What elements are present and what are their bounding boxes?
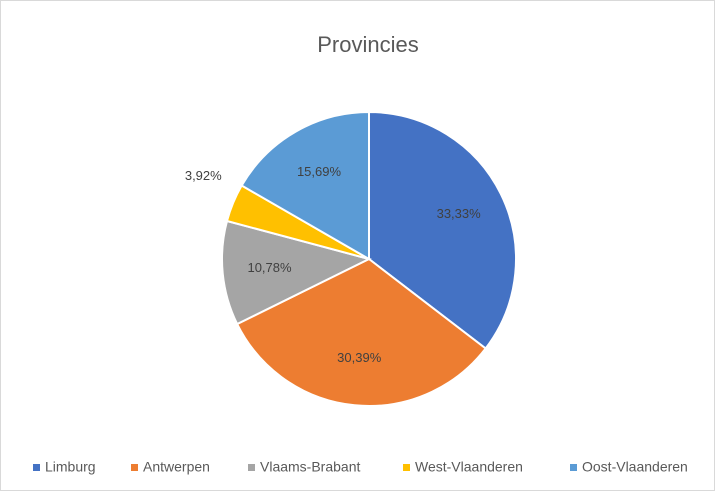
legend-swatch xyxy=(403,464,410,471)
legend-label: Antwerpen xyxy=(143,459,210,475)
legend-label: Oost-Vlaanderen xyxy=(582,459,688,475)
data-label: 33,33% xyxy=(437,206,482,221)
legend-swatch xyxy=(248,464,255,471)
pie-slice xyxy=(235,257,488,407)
legend-swatch xyxy=(570,464,577,471)
legend-label: Vlaams-Brabant xyxy=(260,459,360,475)
pie-slice xyxy=(368,110,517,350)
legend-label: Limburg xyxy=(45,459,96,475)
legend-swatch xyxy=(33,464,40,471)
data-label: 30,39% xyxy=(337,350,382,365)
pie-slice xyxy=(240,110,370,261)
data-label: 3,92% xyxy=(185,168,222,183)
legend-swatch xyxy=(131,464,138,471)
legend-label: West-Vlaanderen xyxy=(415,459,523,475)
data-label: 10,78% xyxy=(247,260,292,275)
pie-slice xyxy=(221,219,372,326)
data-label: 15,69% xyxy=(297,164,342,179)
chart-title: Provincies xyxy=(317,32,418,57)
